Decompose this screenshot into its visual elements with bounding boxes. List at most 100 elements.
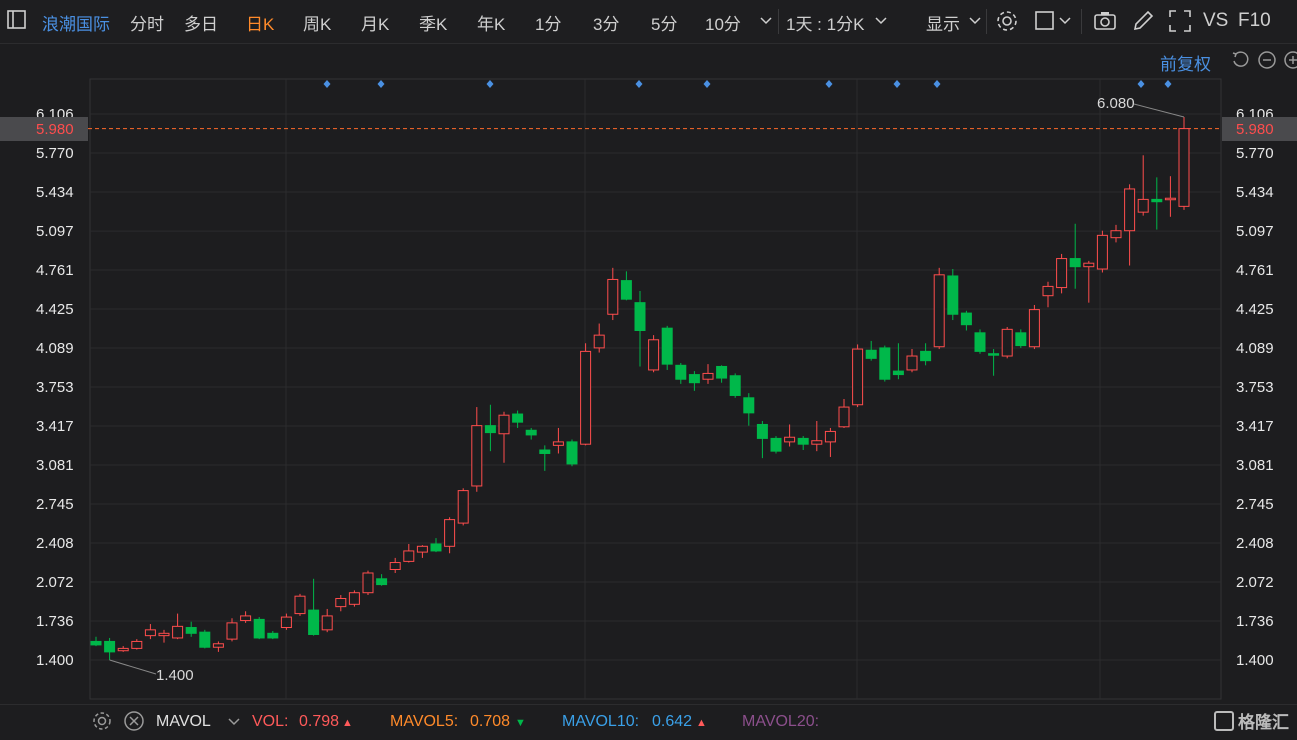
- mavol5-value: 0.708: [470, 713, 511, 730]
- y-tick-label-right: 5.434: [1236, 184, 1274, 201]
- candle-body: [389, 562, 401, 571]
- y-tick-label-right: 2.072: [1236, 574, 1274, 591]
- tab-6[interactable]: 季K: [419, 15, 448, 34]
- candle-body: [947, 275, 959, 315]
- candle-body: [852, 348, 864, 406]
- camera-icon[interactable]: [1092, 8, 1118, 34]
- tab-8[interactable]: 1分: [535, 15, 562, 34]
- period-select[interactable]: 1天 : 1分K: [786, 15, 865, 34]
- candle-body: [1056, 258, 1068, 289]
- y-tick-label-right: 3.753: [1236, 379, 1274, 396]
- candle-body: [593, 334, 605, 349]
- zoom-out-icon[interactable]: [1257, 50, 1277, 70]
- candle-body: [1096, 234, 1108, 270]
- panel-icon[interactable]: [6, 9, 32, 35]
- y-tick-label-right: 4.089: [1236, 340, 1274, 357]
- candle-body: [1042, 285, 1054, 297]
- f10-button[interactable]: F10: [1238, 10, 1271, 31]
- y-tick-label-right: 2.745: [1236, 496, 1274, 513]
- fullscreen-icon[interactable]: [1167, 8, 1193, 34]
- candle-body: [416, 545, 428, 553]
- candle-body: [294, 595, 306, 615]
- candle-body: [512, 413, 524, 423]
- chevron-down-icon[interactable]: [872, 11, 890, 29]
- candle-body: [824, 430, 836, 443]
- y-tick-label-left: 5.434: [36, 184, 74, 201]
- candle-body: [1069, 258, 1081, 268]
- candle-body: [308, 609, 320, 635]
- tab-5[interactable]: 月K: [361, 15, 390, 34]
- candle-body: [661, 327, 673, 365]
- y-tick-label-right: 3.081: [1236, 457, 1274, 474]
- current-price-left: 5.980: [36, 121, 74, 138]
- candle-body: [172, 625, 184, 639]
- logo-icon: [1214, 711, 1234, 731]
- y-tick-label-left: 5.770: [36, 145, 74, 162]
- event-marker: [703, 80, 711, 88]
- tab-2[interactable]: 多日: [184, 15, 218, 34]
- candle-body: [212, 643, 224, 648]
- brand-logo: 格隆汇: [1214, 708, 1289, 733]
- chevron-down-icon[interactable]: [757, 11, 775, 29]
- max-price-label: 6.080: [1097, 95, 1135, 112]
- candle-body: [1137, 198, 1149, 213]
- y-tick-label-right: 1.736: [1236, 613, 1274, 630]
- tab-11[interactable]: 10分: [705, 15, 741, 34]
- divider: [778, 9, 779, 34]
- event-marker: [893, 80, 901, 88]
- adjust-mode-button[interactable]: 前复权: [1160, 55, 1211, 74]
- tab-4[interactable]: 周K: [303, 15, 332, 34]
- divider: [1081, 9, 1082, 34]
- y-tick-label-right: 5.770: [1236, 145, 1274, 162]
- candle-body: [539, 449, 551, 454]
- y-tick-label-left: 5.097: [36, 223, 74, 240]
- candle-body: [729, 375, 741, 396]
- candle-body: [158, 632, 170, 637]
- candle-body: [974, 332, 986, 352]
- candle-body: [960, 312, 972, 326]
- stock-name[interactable]: 浪潮国际: [42, 15, 110, 34]
- chevron-down-icon[interactable]: [1056, 11, 1074, 29]
- tab-1[interactable]: 分时: [130, 15, 164, 34]
- tab-10[interactable]: 5分: [651, 15, 678, 34]
- candle-body: [457, 490, 469, 524]
- candle-body: [1164, 197, 1176, 201]
- divider: [986, 9, 987, 34]
- tab-9[interactable]: 3分: [593, 15, 620, 34]
- settings-icon[interactable]: [90, 709, 116, 735]
- candle-body: [607, 278, 619, 315]
- candle-body: [226, 622, 238, 640]
- current-price-right: 5.980: [1236, 121, 1274, 138]
- zoom-in-icon[interactable]: [1283, 50, 1297, 70]
- max-price-leader: [1133, 103, 1185, 118]
- square-icon[interactable]: [1033, 8, 1059, 34]
- mavol10-up-icon: ▲: [696, 717, 707, 729]
- tab-3[interactable]: 日K: [246, 15, 275, 34]
- y-tick-label-left: 1.400: [36, 652, 74, 669]
- vs-button[interactable]: VS: [1203, 10, 1229, 31]
- candle-body: [471, 425, 483, 487]
- candle-body: [634, 302, 646, 331]
- settings-icon[interactable]: [994, 8, 1020, 34]
- pencil-icon[interactable]: [1130, 8, 1156, 34]
- y-tick-label-left: 4.089: [36, 340, 74, 357]
- candle-body: [267, 632, 279, 639]
- candle-body: [484, 425, 496, 434]
- candle-body: [648, 339, 660, 371]
- event-marker: [1137, 80, 1145, 88]
- reset-icon[interactable]: [1230, 50, 1250, 70]
- chevron-down-icon[interactable]: [966, 11, 984, 29]
- candle-body: [688, 374, 700, 384]
- candle-body: [1028, 309, 1040, 348]
- y-tick-label-right: 4.425: [1236, 301, 1274, 318]
- candle-body: [838, 406, 850, 428]
- vol-label: VOL:: [252, 713, 289, 730]
- close-icon[interactable]: [122, 709, 148, 735]
- candle-body: [1178, 128, 1190, 207]
- tab-7[interactable]: 年K: [477, 15, 506, 34]
- display-button[interactable]: 显示: [926, 15, 960, 34]
- candle-body: [552, 441, 564, 446]
- chevron-down-icon[interactable]: [225, 713, 243, 731]
- indicator-name[interactable]: MAVOL: [156, 713, 211, 730]
